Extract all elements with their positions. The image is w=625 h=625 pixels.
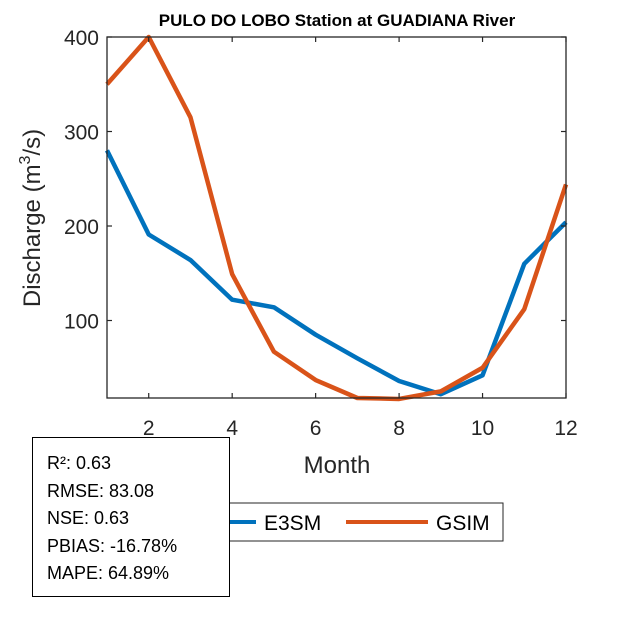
series-line-gsim [105, 34, 569, 402]
y-axis-label-tail: /s) [19, 129, 46, 156]
y-ticks: 100 200 300 400 [64, 27, 566, 334]
stat-mape: MAPE: 64.89% [47, 563, 170, 583]
y-tick-label: 400 [64, 27, 99, 50]
x-axis-label: Month [304, 452, 371, 479]
y-tick-label: 200 [64, 216, 99, 239]
x-tick-label: 2 [143, 417, 155, 440]
stat-rmse: RMSE: 83.08 [47, 480, 155, 501]
legend-label-e3sm: E3SM [264, 512, 321, 535]
x-tick-label: 12 [554, 417, 577, 440]
y-tick-label: 300 [64, 122, 99, 145]
chart-title: PULO DO LOBO Station at GUADIANA River [159, 11, 516, 30]
stat-r2: R²: 0.63 [47, 453, 112, 473]
axes-box [106, 36, 567, 399]
x-tick-label: 6 [310, 417, 322, 440]
y-axis-label-sup: 3 [17, 155, 34, 164]
y-tick-label: 100 [64, 311, 99, 334]
x-tick-label: 4 [226, 417, 238, 440]
stat-pbias: PBIAS: -16.78% [47, 535, 178, 556]
y-axis-label: Discharge (m3/s) [17, 129, 46, 307]
x-tick-label: 8 [393, 417, 405, 440]
y-axis-label-main: Discharge (m [19, 164, 46, 307]
x-tick-label: 10 [471, 417, 494, 440]
stat-nse: NSE: 0.63 [47, 508, 130, 528]
stats-box: R²: 0.63 RMSE: 83.08 NSE: 0.63 PBIAS: -1… [32, 437, 230, 597]
series-line-e3sm [104, 149, 568, 397]
axes [106, 36, 567, 399]
x-ticks: 2 4 6 8 10 12 [143, 37, 578, 440]
plot-area [104, 34, 569, 402]
legend-label-gsim: GSIM [436, 512, 490, 535]
